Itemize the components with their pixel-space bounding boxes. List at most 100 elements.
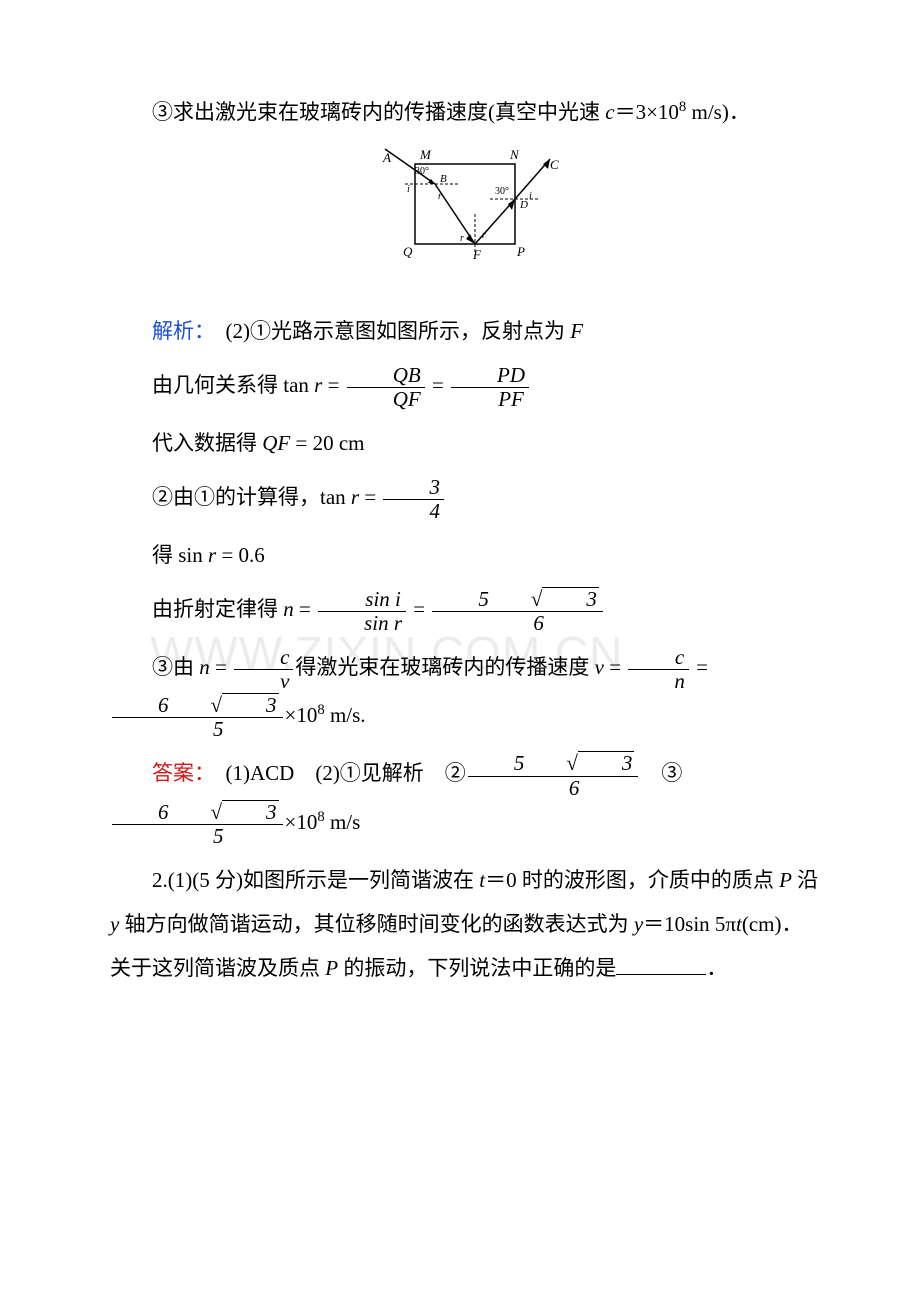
svg-text:r: r — [482, 230, 486, 241]
solution-line7: ③由 n = cv得激光束在玻璃砖内的传播速度 v = cn = 635×108… — [110, 645, 820, 741]
svg-text:Q: Q — [403, 244, 413, 259]
frac4-num-b: i — [395, 587, 401, 611]
svg-text:r: r — [438, 191, 442, 202]
sol-l7-g: = — [691, 655, 708, 679]
frac4-num: sin i — [318, 588, 406, 612]
sqrt-icon: 3 — [524, 751, 634, 775]
sol-l5-b: sin — [178, 543, 208, 567]
frac-5sqrt3-6: 536 — [432, 587, 603, 635]
svg-text:i: i — [407, 184, 410, 195]
blank-answer-line — [616, 953, 706, 975]
svg-text:30°: 30° — [495, 186, 509, 197]
sqrt-icon: 3 — [169, 800, 279, 824]
ans-c: ×10 — [285, 810, 318, 834]
svg-text:i: i — [529, 191, 532, 202]
frac-6sqrt3-5: 635 — [112, 693, 283, 741]
ansfrac1-num: 53 — [468, 751, 639, 776]
sol-l4-a: ②由①的计算得， — [152, 485, 320, 509]
question2: 2.(1)(5 分)如图所示是一列简谐波在 t＝0 时的波形图，介质中的质点 P… — [110, 858, 820, 990]
frac1-den: QF — [347, 388, 425, 411]
frac3-num: 3 — [383, 476, 444, 500]
svg-text:D: D — [519, 199, 528, 211]
q1-l3-end: m/s)． — [686, 100, 750, 124]
sol-l5-a: 得 — [152, 543, 178, 567]
frac5-den: 6 — [432, 612, 603, 635]
svg-text:C: C — [550, 157, 559, 172]
sol-l2-b: tan — [283, 373, 314, 397]
answer-label: 答案： — [152, 761, 205, 785]
sol-l1-var: F — [570, 319, 583, 343]
frac4-den-a: sin — [364, 611, 394, 635]
ansfrac2-num-a: 6 — [158, 800, 169, 824]
sol-l4-c: r — [351, 485, 359, 509]
sol-l7-d: 得激光束在玻璃砖内的传播速度 — [295, 655, 594, 679]
frac7-num: c — [628, 646, 689, 670]
sol-l7-i: m/s. — [325, 703, 366, 727]
ansfrac2-rad: 3 — [222, 800, 279, 824]
sol-l6-a: 由折射定律得 — [152, 597, 283, 621]
frac4-den: sin r — [318, 612, 406, 635]
frac3-den: 4 — [383, 500, 444, 523]
sol-l5-d: = 0.6 — [216, 543, 265, 567]
frac1-num: QB — [347, 364, 425, 388]
frac-sini-sinr: sin isin r — [318, 588, 406, 635]
sol-l7-b: n — [199, 655, 210, 679]
q2-var-y: y — [110, 912, 119, 936]
svg-text:P: P — [516, 244, 525, 259]
q2-l1-c: 沿 — [792, 868, 818, 892]
frac5-num-a: 5 — [478, 587, 489, 611]
q1-l3-var: c — [605, 100, 614, 124]
frac8-num: 63 — [112, 693, 283, 718]
frac-c-n: cn — [628, 646, 689, 693]
sol-l6-b: n — [283, 597, 294, 621]
sqrt-icon: 3 — [489, 587, 599, 611]
ans-a: (1)ACD (2)①见解析 ② — [226, 761, 466, 785]
sol-l2-e: = — [427, 373, 449, 397]
solution-line4: ②由①的计算得，tan r = 34 — [110, 475, 820, 523]
frac5-num: 53 — [432, 587, 603, 612]
q2-var-y2: y — [634, 912, 643, 936]
frac2-num: PD — [451, 364, 529, 388]
ansfrac1-rad: 3 — [578, 751, 635, 775]
diagram-svg: A M N C B D Q F P 30° 30° i r r r i — [365, 144, 565, 274]
frac-c-v: cv — [234, 646, 293, 693]
svg-text:M: M — [419, 147, 432, 162]
solution-line3: 代入数据得 QF = 20 cm — [110, 421, 820, 465]
sol-l2-a: 由几何关系得 — [152, 373, 283, 397]
ansfrac1-num-a: 5 — [514, 751, 525, 775]
sol-l7-exp: 8 — [317, 702, 324, 718]
ans-b: ③ — [640, 761, 682, 785]
solution-line1: 解析： (2)①光路示意图如图所示，反射点为 F — [110, 309, 820, 353]
optics-diagram: A M N C B D Q F P 30° 30° i r r r i — [110, 144, 820, 289]
answer-line: 答案： (1)ACD (2)①见解析 ②536 ③635×108 m/s — [110, 751, 820, 848]
solution-line2: 由几何关系得 tan r = QBQF = PDPF — [110, 363, 820, 411]
frac-pd-pf: PDPF — [451, 364, 529, 411]
svg-text:N: N — [509, 147, 520, 162]
q2-l1-g: 的振动，下列说法中正确的是 — [338, 956, 616, 980]
sol-l3-c: = 20 cm — [290, 431, 364, 455]
sol-l3-b: QF — [262, 431, 290, 455]
sol-l3-a: 代入数据得 — [152, 431, 262, 455]
q2-l1-h: ． — [706, 956, 727, 980]
solution-label: 解析： — [152, 319, 205, 343]
q2-var-p: P — [779, 868, 792, 892]
ansfrac2-den: 5 — [112, 825, 283, 848]
frac8-num-a: 6 — [158, 693, 169, 717]
sol-l7-h: ×10 — [285, 703, 318, 727]
svg-text:B: B — [440, 173, 447, 185]
sol-l4-b: tan — [320, 485, 351, 509]
question1-line3: ③求出激光束在玻璃砖内的传播速度(真空中光速 c＝3×108 m/s)． — [110, 90, 820, 134]
q1-l3-text: ③求出激光束在玻璃砖内的传播速度(真空中光速 — [152, 100, 605, 124]
ans-exp: 8 — [317, 809, 324, 825]
sol-l5-c: r — [208, 543, 216, 567]
svg-text:r: r — [460, 233, 464, 244]
frac2-den: PF — [451, 388, 529, 411]
q2-l1-b: ＝0 时的波形图，介质中的质点 — [485, 868, 779, 892]
frac4-num-a: sin — [365, 587, 395, 611]
frac-qb-qf: QBQF — [347, 364, 425, 411]
sol-l2-d: = — [322, 373, 344, 397]
sol-l7-a: ③由 — [152, 655, 199, 679]
ans-d: m/s — [325, 810, 361, 834]
q2-l1: 2.(1)(5 分)如图所示是一列简谐波在 — [152, 868, 479, 892]
frac6-den: v — [234, 670, 293, 693]
